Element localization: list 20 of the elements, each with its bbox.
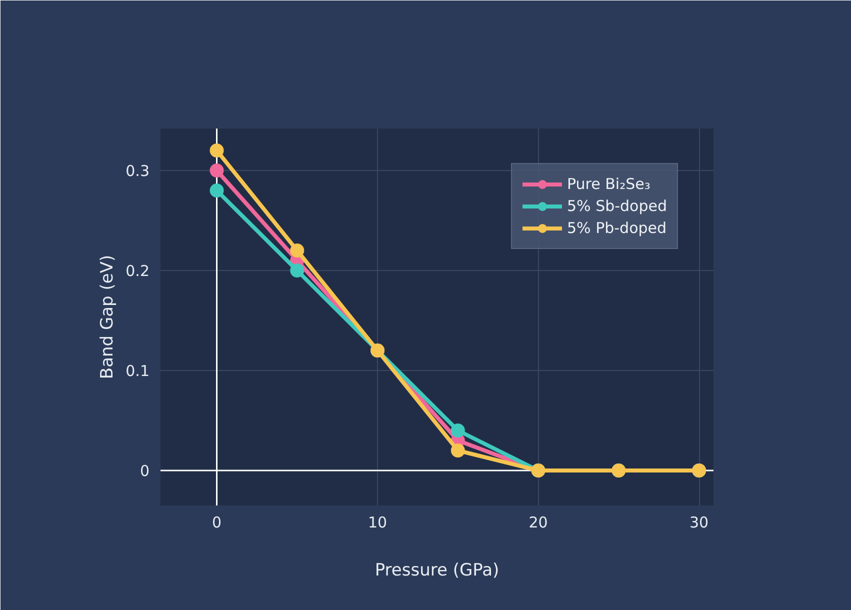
- point: [290, 264, 304, 278]
- point: [210, 184, 224, 198]
- point: [450, 444, 465, 458]
- point: [290, 244, 304, 258]
- x-tick-label: 20: [528, 514, 548, 532]
- y-tick-label: 0.2: [126, 262, 150, 280]
- y-tick-label: 0: [140, 462, 150, 480]
- legend-label: 5% Sb-doped: [567, 197, 667, 215]
- legend-label: 5% Pb-doped: [567, 219, 667, 237]
- x-tick-label: 0: [212, 514, 222, 532]
- x-tick-label: 10: [368, 514, 388, 532]
- x-tick-label: 30: [689, 514, 709, 532]
- y-tick-label: 0.1: [126, 362, 150, 380]
- legend-label: Pure Bi₂Se₃: [567, 175, 650, 193]
- point: [210, 144, 224, 158]
- point: [450, 424, 465, 438]
- y-axis-title: Band Gap (eV): [98, 254, 118, 380]
- y-tick-label: 0.3: [126, 162, 150, 180]
- point: [210, 164, 224, 178]
- x-axis-title: Pressure (GPa): [374, 560, 500, 580]
